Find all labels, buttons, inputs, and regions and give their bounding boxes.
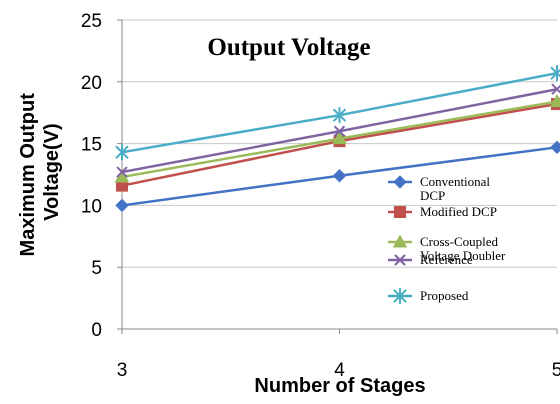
legend-label-1-line-2: DCP: [420, 188, 445, 203]
series-1-point-2: [334, 170, 346, 182]
y-axis-title-line-1: Maximum Output: [17, 93, 39, 257]
y-tick-label-25: 25: [81, 11, 102, 32]
x-axis-title: Number of Stages: [254, 375, 425, 397]
y-axis-title-line-2: Voltage(V): [41, 123, 63, 220]
legend-label-1-line-1: Conventional: [420, 174, 490, 189]
series-1-point-1: [116, 199, 128, 211]
y-tick-label-0: 0: [91, 320, 102, 341]
y-tick-label-10: 10: [81, 196, 102, 217]
legend-label-3-line-1: Cross-Coupled: [420, 234, 499, 249]
legend-item-4: Reference: [388, 252, 473, 267]
legend-key-marker-2: [395, 207, 406, 218]
y-tick-label-20: 20: [81, 73, 102, 94]
y-tick-label-15: 15: [81, 135, 102, 156]
y-axis-title: Maximum Output Voltage(V): [17, 88, 63, 257]
series-4: [117, 84, 560, 177]
x-tick-label-5: 5: [552, 360, 560, 381]
legend-label-2-line-1: Modified DCP: [420, 204, 497, 219]
legend-label-4-line-1: Reference: [420, 252, 473, 267]
series-3: [116, 95, 560, 182]
legend-label-2: Modified DCP: [420, 204, 497, 219]
legend-label-5-line-1: Proposed: [420, 288, 469, 303]
label-layer: Output Voltage Number of Stages Maximum …: [17, 34, 426, 397]
chart-title: Output Voltage: [207, 34, 370, 61]
x-tick-label-3: 3: [117, 360, 128, 381]
legend-label-5: Proposed: [420, 288, 469, 303]
series-1: [116, 141, 560, 211]
legend-label-4: Reference: [420, 252, 473, 267]
series-layer: [116, 65, 560, 211]
legend-key-marker-1: [394, 176, 406, 188]
legend-item-5: Proposed: [388, 288, 469, 304]
y-tick-label-5: 5: [91, 258, 102, 279]
legend-item-2: Modified DCP: [388, 204, 497, 219]
